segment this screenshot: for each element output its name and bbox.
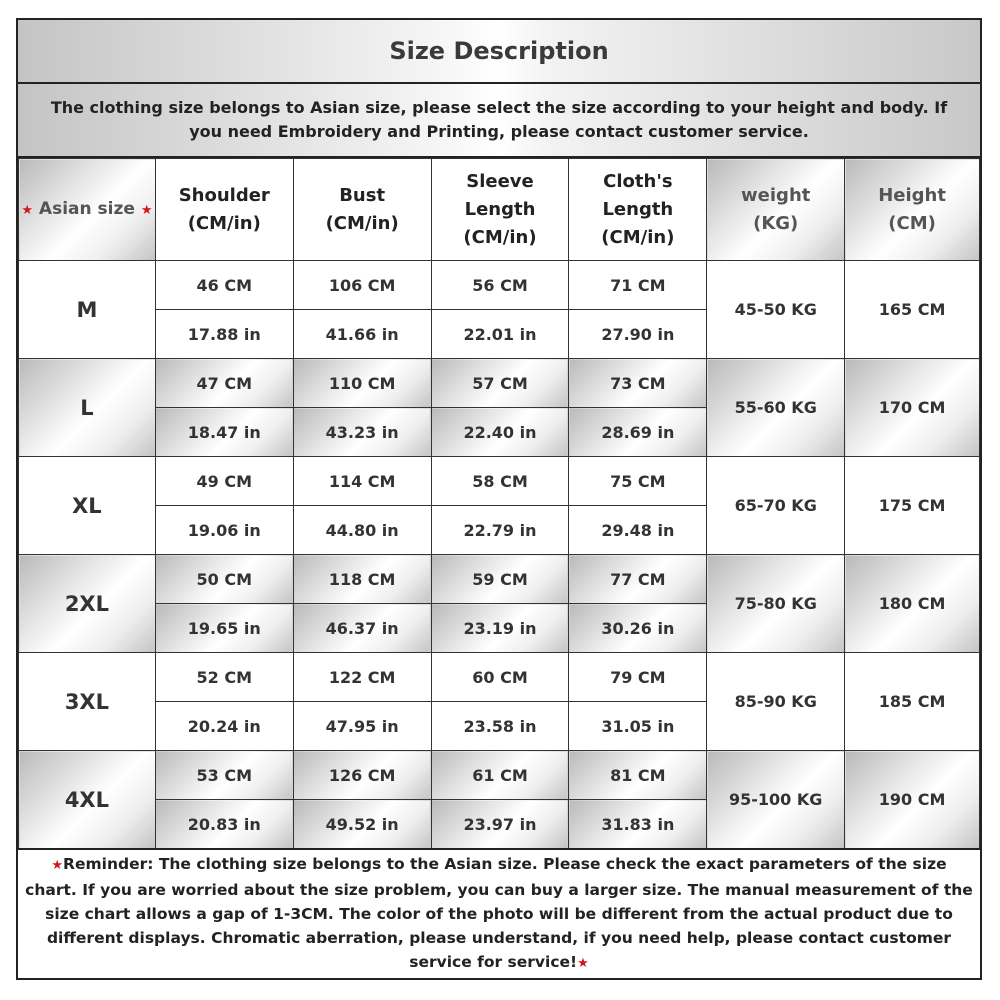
sleeve-in-cell: 23.97 in: [430, 799, 570, 849]
cloth-cm-cell: 79 CM: [568, 652, 708, 702]
bust-in-cell: 41.66 in: [292, 309, 432, 359]
table-row: 18.47 in 43.23 in 22.40 in 28.69 in: [19, 407, 980, 457]
header-sleeve-length: Sleeve Length (CM/in): [430, 158, 570, 261]
height-cell: 165 CM: [844, 260, 980, 359]
height-cell: 180 CM: [844, 554, 980, 653]
header-height: Height (CM): [844, 158, 980, 261]
size-label: XL: [18, 456, 156, 555]
shoulder-in-cell: 19.06 in: [154, 505, 294, 555]
bust-in-cell: 49.52 in: [292, 799, 432, 849]
cloth-in-cell: 27.90 in: [568, 309, 708, 359]
height-cell: 185 CM: [844, 652, 980, 751]
sleeve-in-cell: 22.40 in: [430, 407, 570, 457]
star-icon: ★: [21, 202, 33, 218]
cloth-cm-cell: 77 CM: [568, 554, 708, 604]
cloth-in-cell: 31.83 in: [568, 799, 708, 849]
shoulder-cm-cell: 53 CM: [154, 750, 294, 800]
table-row: 4XL 53 CM 126 CM 61 CM 81 CM 95-100 KG 190 CM: [18, 750, 980, 849]
star-icon: ★: [577, 956, 589, 971]
sleeve-cm-cell: 60 CM: [430, 652, 570, 702]
size-chart-frame: Size Description The clothing size belon…: [16, 18, 982, 980]
table-row: 19.06 in 44.80 in 22.79 in 29.48 in: [19, 505, 980, 555]
table-row: 2XL 50 CM 118 CM 59 CM 77 CM 75-80 KG 180 CM: [18, 554, 980, 653]
size-label: L: [18, 358, 156, 457]
size-label: 2XL: [18, 554, 156, 653]
size-label: 4XL: [18, 750, 156, 849]
cloth-in-cell: 30.26 in: [568, 603, 708, 653]
size-label: 3XL: [18, 652, 156, 751]
sleeve-cm-cell: 56 CM: [430, 260, 570, 310]
shoulder-in-cell: 19.65 in: [154, 603, 294, 653]
bust-cm-cell: 106 CM: [292, 260, 432, 310]
reminder-text: ★Reminder: The clothing size belongs to …: [18, 848, 980, 978]
shoulder-cm-cell: 47 CM: [154, 358, 294, 408]
shoulder-in-cell: 20.24 in: [154, 701, 294, 751]
table-row: 17.88 in 41.66 in 22.01 in 27.90 in: [19, 309, 980, 359]
shoulder-in-cell: 17.88 in: [154, 309, 294, 359]
size-label: M: [18, 260, 156, 359]
header-cloth-length: Cloth's Length (CM/in): [568, 158, 708, 261]
size-table: ★ Asian size ★ Shoulder (CM/in) Bust (CM/i…: [18, 158, 980, 849]
star-icon: ★: [140, 202, 153, 218]
cloth-in-cell: 29.48 in: [568, 505, 708, 555]
cloth-cm-cell: 81 CM: [568, 750, 708, 800]
sleeve-in-cell: 22.01 in: [430, 309, 570, 359]
table-row: 19.65 in 46.37 in 23.19 in 30.26 in: [19, 603, 980, 653]
shoulder-cm-cell: 52 CM: [154, 652, 294, 702]
header-asian-size: ★ Asian size ★: [18, 158, 156, 261]
weight-cell: 55-60 KG: [706, 358, 846, 457]
sleeve-in-cell: 23.19 in: [430, 603, 570, 653]
bust-cm-cell: 122 CM: [292, 652, 432, 702]
shoulder-cm-cell: 46 CM: [154, 260, 294, 310]
table-row: 3XL 52 CM 122 CM 60 CM 79 CM 85-90 KG 185 CM: [18, 652, 980, 751]
intro-text: The clothing size belongs to Asian size,…: [18, 84, 980, 158]
height-cell: 170 CM: [844, 358, 980, 457]
weight-cell: 75-80 KG: [706, 554, 846, 653]
bust-in-cell: 46.37 in: [292, 603, 432, 653]
star-icon: ★: [51, 858, 64, 873]
shoulder-cm-cell: 50 CM: [154, 554, 294, 604]
weight-cell: 65-70 KG: [706, 456, 846, 555]
weight-cell: 95-100 KG: [706, 750, 846, 849]
table-body: M 46 CM 106 CM 56 CM 71 CM 45-50 KG 165 CM 17.8…: [18, 260, 980, 849]
sleeve-cm-cell: 59 CM: [430, 554, 570, 604]
header-shoulder: Shoulder (CM/in): [154, 158, 294, 261]
weight-cell: 85-90 KG: [706, 652, 846, 751]
bust-cm-cell: 110 CM: [292, 358, 432, 408]
bust-in-cell: 43.23 in: [292, 407, 432, 457]
sleeve-cm-cell: 61 CM: [430, 750, 570, 800]
bust-cm-cell: 118 CM: [292, 554, 432, 604]
cloth-cm-cell: 73 CM: [568, 358, 708, 408]
table-row: L 47 CM 110 CM 57 CM 73 CM 55-60 KG 170 CM: [18, 358, 980, 457]
table-header-row: ★ Asian size ★ Shoulder (CM/in) Bust (CM/i…: [18, 158, 980, 261]
sleeve-in-cell: 23.58 in: [430, 701, 570, 751]
sleeve-cm-cell: 58 CM: [430, 456, 570, 506]
chart-title: Size Description: [18, 20, 980, 84]
table-row: M 46 CM 106 CM 56 CM 71 CM 45-50 KG 165 CM: [18, 260, 980, 359]
cloth-in-cell: 31.05 in: [568, 701, 708, 751]
cloth-cm-cell: 71 CM: [568, 260, 708, 310]
shoulder-cm-cell: 49 CM: [154, 456, 294, 506]
weight-cell: 45-50 KG: [706, 260, 846, 359]
table-row: XL 49 CM 114 CM 58 CM 75 CM 65-70 KG 175 CM: [18, 456, 980, 555]
bust-cm-cell: 114 CM: [292, 456, 432, 506]
bust-in-cell: 44.80 in: [292, 505, 432, 555]
bust-cm-cell: 126 CM: [292, 750, 432, 800]
cloth-in-cell: 28.69 in: [568, 407, 708, 457]
sleeve-in-cell: 22.79 in: [430, 505, 570, 555]
height-cell: 190 CM: [844, 750, 980, 849]
height-cell: 175 CM: [844, 456, 980, 555]
table-row: 20.83 in 49.52 in 23.97 in 31.83 in: [19, 799, 980, 849]
sleeve-cm-cell: 57 CM: [430, 358, 570, 408]
header-bust: Bust (CM/in): [292, 158, 432, 261]
header-weight: weight (KG): [706, 158, 846, 261]
bust-in-cell: 47.95 in: [292, 701, 432, 751]
cloth-cm-cell: 75 CM: [568, 456, 708, 506]
table-row: 20.24 in 47.95 in 23.58 in 31.05 in: [19, 701, 980, 751]
shoulder-in-cell: 20.83 in: [154, 799, 294, 849]
shoulder-in-cell: 18.47 in: [154, 407, 294, 457]
